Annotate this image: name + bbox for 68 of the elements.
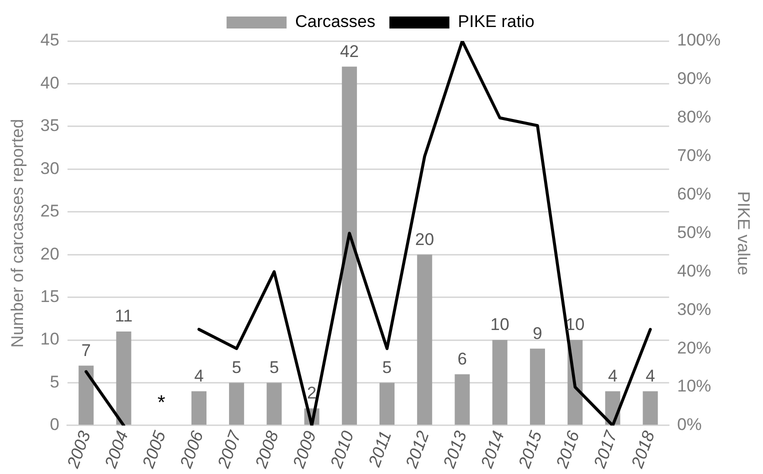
y-tick-label: 35	[40, 116, 60, 136]
data-label: 2	[307, 384, 317, 403]
data-label: 20	[415, 230, 434, 249]
x-tick-label: 2016	[552, 428, 584, 472]
bar	[642, 391, 658, 425]
x-tick-label: 2013	[439, 428, 471, 472]
x-tick-label: 2009	[288, 428, 320, 472]
y2-tick-label: 80%	[677, 108, 712, 127]
data-label: 5	[269, 358, 279, 377]
x-tick-label: 2004	[100, 428, 132, 472]
data-label: 5	[382, 358, 392, 377]
x-tick-label: 2003	[63, 428, 95, 472]
y-tick-label: 40	[40, 73, 60, 92]
y-tick-label: 5	[50, 372, 60, 392]
data-label: 9	[532, 324, 542, 343]
x-tick-label: 2006	[176, 428, 208, 472]
legend-label: Carcasses	[295, 12, 376, 32]
x-tick-label: 2005	[138, 428, 170, 472]
y2-axis-title: PIKE value	[734, 191, 754, 276]
y-tick-label: 25	[40, 202, 60, 221]
x-tick-label: 2012	[402, 428, 434, 472]
bar	[191, 391, 206, 425]
x-tick-label: 2011	[364, 428, 396, 470]
y2-tick-label: 60%	[677, 184, 712, 204]
annotation: *	[157, 392, 166, 414]
x-tick-label: 2007	[214, 428, 245, 472]
x-tick-label: 2008	[251, 428, 283, 472]
x-tick-label: 2015	[514, 428, 546, 472]
data-label: 4	[194, 366, 204, 386]
x-tick-label: 2018	[627, 428, 659, 472]
data-label: 7	[81, 340, 91, 360]
y2-tick-label: 30%	[677, 300, 712, 319]
legend-label: PIKE ratio	[458, 12, 534, 32]
bar	[492, 340, 508, 425]
y2-tick-label: 0%	[677, 415, 702, 434]
data-label: 10	[490, 315, 510, 334]
bar	[417, 254, 432, 425]
data-label: 42	[340, 42, 359, 61]
x-tick-label: 2014	[476, 428, 508, 472]
bar	[530, 348, 545, 425]
y-tick-label: 20	[40, 244, 60, 264]
y2-tick-label: 70%	[677, 146, 712, 166]
data-label: 5	[232, 358, 242, 377]
data-label: 6	[458, 349, 467, 368]
y-tick-label: 0	[50, 415, 60, 434]
y-tick-label: 15	[40, 287, 60, 306]
bar	[116, 332, 132, 425]
y-axis-title: Number of carcasses reported	[8, 118, 27, 348]
bar	[78, 366, 94, 425]
bar	[229, 382, 244, 425]
y2-tick-label: 10%	[677, 376, 712, 396]
data-label: 4	[646, 366, 656, 386]
x-tick-label: 2017	[590, 428, 622, 472]
data-label: 11	[114, 306, 133, 326]
bar	[266, 382, 282, 425]
bar	[342, 66, 357, 425]
bar	[454, 374, 470, 425]
x-tick-label: 2010	[326, 428, 358, 472]
y2-tick-label: 40%	[677, 261, 712, 280]
y-tick-label: 30	[40, 158, 60, 178]
y-tick-label: 10	[40, 330, 60, 349]
y-tick-label: 45	[40, 30, 60, 50]
data-label: 4	[608, 366, 618, 386]
y2-tick-label: 100%	[677, 30, 721, 50]
y2-tick-label: 90%	[677, 69, 712, 88]
y2-tick-label: 20%	[677, 338, 712, 358]
y2-tick-label: 50%	[677, 222, 712, 242]
bar	[380, 382, 395, 425]
